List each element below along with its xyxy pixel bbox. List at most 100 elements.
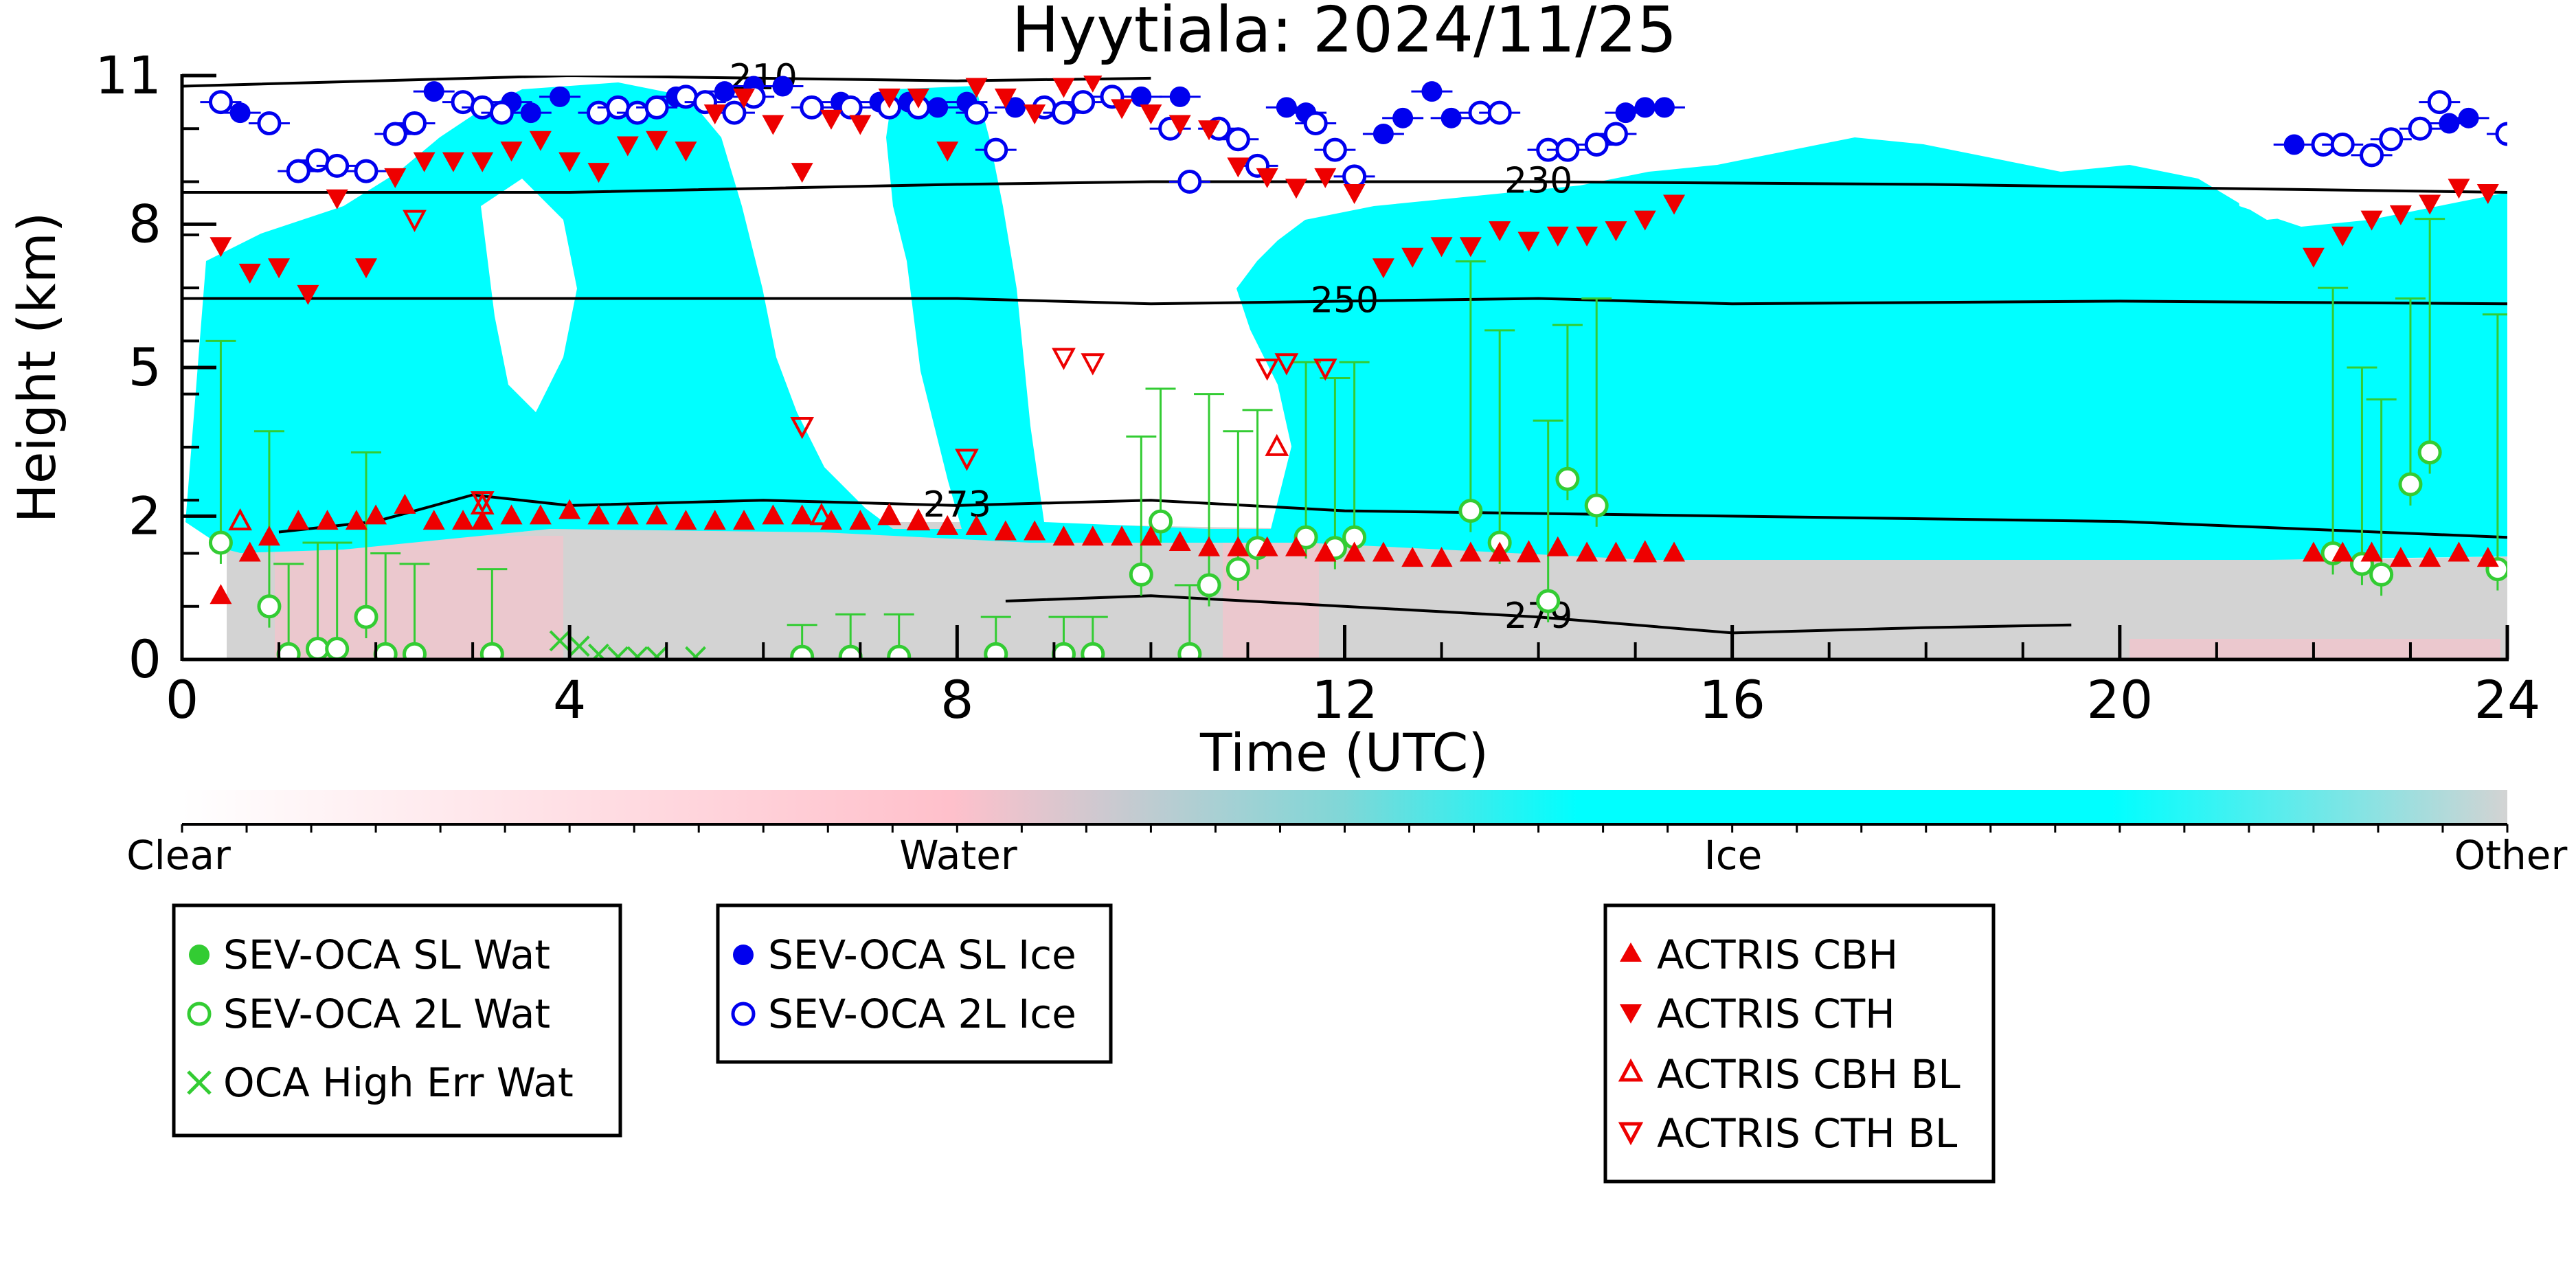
data-point: [1489, 221, 1511, 242]
data-point: [964, 100, 989, 125]
data-point: [606, 95, 631, 120]
colorbar-ticks: [181, 824, 2509, 833]
data-point: [238, 263, 261, 284]
data-point: [849, 115, 872, 135]
clear-gap: [2233, 137, 2507, 227]
data-point: [791, 504, 813, 525]
data-point: [994, 520, 1017, 541]
data-point: [1052, 526, 1075, 546]
legend-marker-open-circle: [731, 1002, 756, 1026]
data-point: [1131, 86, 1152, 107]
data-point: [1081, 642, 1105, 659]
contour-273: [278, 493, 2507, 539]
colorbar: Clear Water Ice Other: [126, 790, 2567, 879]
data-point: [354, 605, 379, 629]
data-point: [2495, 122, 2507, 146]
data-point: [1633, 540, 1658, 563]
data-point: [907, 88, 929, 109]
water-strip: [2129, 639, 2500, 659]
data-point: [1489, 541, 1511, 562]
data-point: [790, 417, 815, 440]
data-point: [587, 504, 610, 525]
data-point: [305, 637, 330, 659]
data-point: [936, 515, 959, 535]
ice-region: [185, 82, 2507, 560]
data-point: [2302, 541, 2325, 562]
data-point: [423, 81, 444, 102]
data-point: [1256, 536, 1278, 556]
data-point: [316, 510, 339, 530]
data-point: [1149, 509, 1173, 534]
data-point: [1342, 164, 1367, 189]
legend-marker-triangle-up-filled: [1620, 942, 1642, 962]
legend-label: ACTRIS CTH BL: [1657, 1110, 1957, 1157]
data-point: [1111, 99, 1133, 120]
x-tick-label: 24: [2474, 669, 2541, 730]
data-point: [1198, 120, 1221, 141]
data-point: [305, 148, 330, 173]
data-point: [1517, 231, 1540, 252]
data-point: [1111, 526, 1133, 546]
data-point: [2408, 116, 2432, 141]
data-point: [1459, 541, 1482, 562]
data-point: [489, 100, 514, 125]
data-point: [1083, 76, 1103, 93]
data-point: [2439, 113, 2460, 134]
data-point: [1401, 547, 1424, 567]
data-point: [520, 102, 541, 124]
x-tick-label: 8: [940, 669, 973, 730]
data-point: [403, 111, 427, 136]
data-point: [210, 237, 232, 258]
data-point: [2458, 107, 2479, 128]
data-point: [210, 584, 232, 605]
data-point: [1605, 541, 1627, 562]
data-point: [2419, 194, 2441, 215]
data-point: [733, 510, 756, 530]
data-point: [2389, 205, 2412, 225]
data-point: [1603, 122, 1628, 146]
data-point: [354, 258, 377, 279]
data-point: [607, 646, 629, 659]
data-point: [479, 642, 504, 659]
data-point: [675, 510, 697, 530]
data-point: [238, 541, 261, 562]
legend-label: SEV-OCA SL Ice: [768, 931, 1076, 978]
chart-title: Hyytiala: 2024/11/25: [1012, 0, 1677, 67]
data-point: [1051, 100, 1076, 125]
data-point: [626, 646, 648, 659]
data-point: [646, 504, 668, 525]
data-point: [268, 258, 291, 279]
contour-250: [182, 297, 2507, 306]
data-point: [2360, 541, 2383, 562]
data-point: [1372, 541, 1394, 562]
data-point: [877, 503, 901, 526]
data-point: [1225, 557, 1250, 582]
data-point: [965, 78, 988, 98]
data-point: [762, 504, 784, 525]
data-point: [878, 504, 901, 525]
contour-label-250: 250: [1311, 280, 1379, 321]
data-point: [703, 510, 726, 530]
data-point: [965, 515, 988, 535]
colorbar-gradient: [182, 790, 2507, 824]
data-point: [586, 100, 611, 125]
data-point: [1546, 536, 1569, 556]
data-point: [529, 504, 552, 525]
legend-marker-triangle-up-open: [1618, 1058, 1644, 1082]
data-point: [616, 504, 639, 525]
data-point: [1274, 353, 1299, 376]
data-point: [1225, 127, 1250, 152]
y-tick-label: 5: [128, 337, 161, 398]
data-point: [325, 637, 350, 659]
data-point: [1227, 157, 1250, 178]
data-point: [1517, 541, 1540, 562]
data-point: [714, 81, 735, 102]
data-point: [422, 510, 445, 530]
data-point: [2476, 184, 2499, 204]
data-point: [1129, 562, 1153, 587]
data-point: [1634, 541, 1656, 562]
contour-label-230: 230: [1504, 161, 1572, 202]
data-point: [558, 152, 581, 172]
data-point: [1255, 359, 1280, 381]
legend-ice: SEV-OCA SL Ice SEV-OCA 2L Ice: [716, 903, 1113, 1064]
